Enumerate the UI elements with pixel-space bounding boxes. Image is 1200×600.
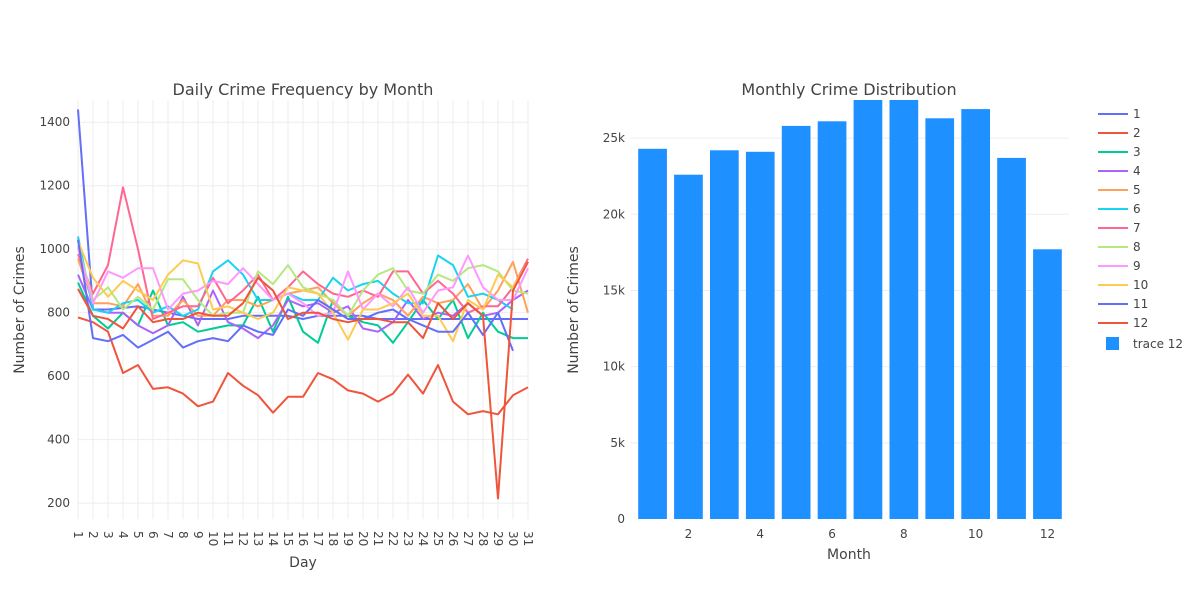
line-x-tick-label: 29	[491, 531, 505, 546]
line-x-tick-label: 19	[341, 531, 355, 546]
line-x-tick-label: 22	[386, 531, 400, 546]
bar-x-tick-label: 10	[968, 527, 983, 541]
series-line-11	[77, 239, 514, 352]
line-x-tick-label: 30	[506, 531, 520, 546]
grid-layer	[77, 100, 1069, 519]
legend-label-6[interactable]: 6	[1133, 202, 1141, 216]
bar-month-9	[925, 118, 955, 520]
line-x-tick-label: 8	[176, 531, 190, 539]
line-x-tick-label: 17	[311, 531, 325, 546]
bar-chart-ylabel: Number of Crimes	[566, 246, 582, 374]
legend-label-7[interactable]: 7	[1133, 221, 1141, 235]
bar-x-tick-label: 2	[685, 527, 693, 541]
line-chart-title: Daily Crime Frequency by Month	[173, 80, 434, 99]
bar-y-tick-label: 15k	[603, 283, 625, 297]
bar-x-tick-label: 12	[1040, 527, 1055, 541]
line-chart-xlabel: Day	[289, 555, 317, 571]
series-line-10	[77, 240, 529, 343]
line-x-tick-label: 2	[86, 531, 100, 539]
bar-y-tick-label: 10k	[603, 360, 625, 374]
legend-label-9[interactable]: 9	[1133, 259, 1141, 273]
line-x-tick-label: 20	[356, 531, 370, 546]
legend-swatch-bar[interactable]	[1106, 337, 1119, 350]
bar-month-1	[638, 148, 667, 520]
bar-month-4	[745, 151, 775, 520]
data-layer	[77, 100, 1062, 520]
series-line-12	[77, 261, 529, 500]
legend-label-bar[interactable]: trace 12	[1133, 337, 1183, 351]
bar-month-8	[889, 100, 919, 519]
legend-label-12[interactable]: 12	[1133, 316, 1148, 330]
bar-y-tick-label: 20k	[603, 207, 625, 221]
line-y-tick-label: 1400	[39, 115, 70, 129]
line-x-tick-label: 15	[281, 531, 295, 546]
bar-x-tick-label: 8	[900, 527, 908, 541]
line-y-tick-label: 600	[47, 369, 70, 383]
line-x-tick-label: 1	[71, 531, 85, 539]
bar-month-10	[961, 109, 990, 519]
bar-y-tick-label: 25k	[603, 131, 625, 145]
line-x-tick-label: 28	[476, 531, 490, 546]
bar-month-5	[781, 125, 811, 520]
line-x-tick-label: 18	[326, 531, 340, 546]
bar-x-tick-label: 6	[828, 527, 836, 541]
tick-layer: 1 2 3 4 5 6 7 8 9 10 11 12 13 14 15 16 17 18 19 20 21 22 23 24 2…	[39, 115, 1055, 546]
bar-y-tick-label: 5k	[610, 436, 625, 450]
line-x-tick-label: 11	[221, 531, 235, 546]
legend-label-1[interactable]: 1	[1133, 107, 1141, 121]
bar-month-2	[674, 174, 703, 519]
line-x-tick-label: 14	[266, 531, 280, 546]
line-x-tick-label: 9	[191, 531, 205, 539]
bar-month-3	[710, 150, 739, 520]
series-line-8	[77, 245, 529, 317]
line-x-tick-label: 26	[446, 531, 460, 546]
legend-label-8[interactable]: 8	[1133, 240, 1141, 254]
series-line-4	[77, 274, 529, 340]
series-line-9	[77, 247, 529, 317]
line-x-tick-label: 4	[116, 531, 130, 539]
series-line-2	[77, 316, 529, 416]
bar-month-12	[1033, 249, 1062, 520]
line-y-tick-label: 200	[47, 496, 70, 510]
line-x-tick-label: 13	[251, 531, 265, 546]
line-y-tick-label: 1200	[39, 179, 70, 193]
line-x-tick-label: 31	[521, 531, 535, 546]
legend-label-4[interactable]: 4	[1133, 164, 1141, 178]
line-x-tick-label: 7	[161, 531, 175, 539]
series-line-7	[77, 186, 529, 320]
legend-label-11[interactable]: 11	[1133, 297, 1148, 311]
legend-label-10[interactable]: 10	[1133, 278, 1148, 292]
bar-chart-title: Monthly Crime Distribution	[741, 80, 956, 99]
bar-month-7	[853, 100, 883, 519]
line-x-tick-label: 6	[146, 531, 160, 539]
bar-x-tick-label: 4	[756, 527, 764, 541]
line-x-tick-label: 21	[371, 531, 385, 546]
line-x-tick-label: 5	[131, 531, 145, 539]
legend-label-2[interactable]: 2	[1133, 126, 1141, 140]
bar-month-6	[817, 121, 847, 520]
line-y-tick-label: 400	[47, 433, 70, 447]
line-x-tick-label: 16	[296, 531, 310, 546]
line-y-tick-label: 800	[47, 306, 70, 320]
line-x-tick-label: 12	[236, 531, 250, 546]
bar-month-11	[997, 157, 1026, 519]
line-y-tick-label: 1000	[39, 242, 70, 256]
legend-label-3[interactable]: 3	[1133, 145, 1141, 159]
line-x-tick-label: 27	[461, 531, 475, 546]
line-x-tick-label: 24	[416, 531, 430, 546]
line-x-tick-label: 23	[401, 531, 415, 546]
line-x-tick-label: 10	[206, 531, 220, 546]
bar-y-tick-label: 0	[617, 512, 625, 526]
line-x-tick-label: 25	[431, 531, 445, 546]
line-chart-ylabel: Number of Crimes	[12, 246, 28, 374]
line-x-tick-label: 3	[101, 531, 115, 539]
legend-label-5[interactable]: 5	[1133, 183, 1141, 197]
bar-chart-xlabel: Month	[827, 547, 871, 563]
